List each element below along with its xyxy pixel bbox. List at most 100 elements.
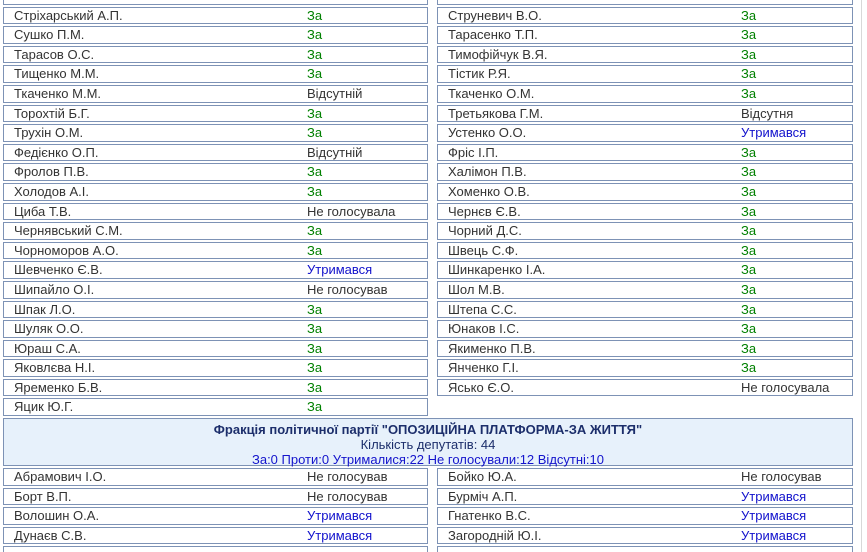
deputy-name: Чорний Д.С. <box>448 223 522 239</box>
vote-value: За <box>741 223 757 239</box>
deputy-name: Хоменко О.В. <box>448 183 530 199</box>
deputy-name: Бурміч А.П. <box>448 488 518 504</box>
vote-value: За <box>307 242 323 258</box>
deputy-name: Ткаченко О.М. <box>448 85 535 101</box>
clipped-row <box>3 0 428 5</box>
vote-value: За <box>741 183 757 199</box>
deputies-count: Кількість депутатів: 44 <box>360 437 496 453</box>
table-row: Сушко П.М. За <box>3 26 428 44</box>
vote-value: За <box>741 262 757 278</box>
table-row: Яковлєва Н.І. За <box>3 359 428 377</box>
table-row: Фріс І.П. За <box>437 143 853 162</box>
deputy-name: Янченко Г.І. <box>448 360 519 376</box>
deputy-name: Чернєв Є.В. <box>448 203 521 219</box>
table-row: Циба Т.В. Не голосувала <box>3 202 428 221</box>
deputy-name: Яременко Б.В. <box>14 379 103 395</box>
top-tables: Стріхарський А.П. За Сушко П.М. За Тарасов О… <box>3 0 853 418</box>
table-row: Загородній Ю.І. Утримався <box>437 526 853 545</box>
table-row: Чорноморов А.О. За <box>3 241 428 260</box>
table-row: Швець С.Ф. За <box>437 241 853 260</box>
deputy-name: Фролов П.В. <box>14 164 89 180</box>
table-row: Штепа С.С. За <box>437 300 853 319</box>
vote-value: За <box>741 27 757 43</box>
table-row: Бурміч А.П. Утримався <box>437 487 853 506</box>
deputy-name: Швець С.Ф. <box>448 242 519 258</box>
deputy-name: Трухін О.М. <box>14 125 84 141</box>
table-row: Тарасенко Т.П. За <box>437 26 853 44</box>
deputy-name: Тістик Р.Я. <box>448 66 511 82</box>
deputy-name: Шуляк О.О. <box>14 321 84 337</box>
table-row: Трухін О.М. За <box>3 124 428 142</box>
vote-value: За <box>307 105 323 121</box>
deputy-name: Тарасов О.С. <box>14 46 95 62</box>
table-row: Тарасов О.С. За <box>3 45 428 64</box>
vote-value: За <box>307 7 323 23</box>
deputy-name: Ясько Є.О. <box>448 379 515 395</box>
vote-table-right-2: Бойко Ю.А. Не голосував Бурміч А.П. Утримав… <box>437 468 853 552</box>
table-row: Тищенко М.М. За <box>3 65 428 83</box>
vote-value: За <box>307 360 323 376</box>
table-row: Янченко Г.І. За <box>437 359 853 377</box>
table-row: Струневич В.О. За <box>437 6 853 25</box>
vote-value: Утримався <box>741 508 807 524</box>
vote-value: Не голосував <box>307 488 388 504</box>
deputy-name: Стріхарський А.П. <box>14 7 123 23</box>
vote-value: За <box>307 379 323 395</box>
deputy-name: Сушко П.М. <box>14 27 85 43</box>
deputy-name: Шпак Л.О. <box>14 301 76 317</box>
vote-table-left-2: Абрамович І.О. Не голосував Борт В.П. Не го… <box>3 468 428 552</box>
vote-value: За <box>741 340 757 356</box>
table-row: Гнатенко В.С. Утримався <box>437 507 853 525</box>
table-row: Шол М.В. За <box>437 280 853 299</box>
faction-title: Фракція політичної партії "ОПОЗИЦІЙНА ПЛ… <box>213 422 643 438</box>
vote-value: За <box>307 125 323 141</box>
deputy-name: Шол М.В. <box>448 281 505 297</box>
vote-value: За <box>741 203 757 219</box>
table-row: Дунаєв С.В. Утримався <box>3 526 428 545</box>
vote-value: За <box>741 85 757 101</box>
vote-table-right: Струневич В.О. За Тарасенко Т.П. За Тимофійч… <box>437 0 853 418</box>
table-row: Стріхарський А.П. За <box>3 6 428 25</box>
outer-border-line <box>861 0 862 552</box>
vote-value: За <box>307 27 323 43</box>
deputy-name: Якименко П.В. <box>448 340 536 356</box>
table-row: Яременко Б.В. За <box>3 378 428 397</box>
vote-value: За <box>741 7 757 23</box>
deputy-name: Торохтій Б.Г. <box>14 105 90 121</box>
vote-value: Утримався <box>307 527 373 543</box>
deputy-name: Абрамович І.О. <box>14 469 107 485</box>
deputy-name: Третьякова Г.М. <box>448 105 544 121</box>
table-row: Ясько Є.О. Не голосувала <box>437 378 853 397</box>
deputy-name: Ткаченко М.М. <box>14 85 102 101</box>
vote-value: Відсутній <box>307 85 363 101</box>
vote-value: За <box>741 242 757 258</box>
vote-value: За <box>741 144 757 160</box>
table-row: Федієнко О.П. Відсутній <box>3 143 428 162</box>
vote-value: Відсутня <box>741 105 794 121</box>
table-row: Чорний Д.С. За <box>437 222 853 240</box>
table-row: Торохтій Б.Г. За <box>3 104 428 123</box>
deputy-name: Бойко Ю.А. <box>448 469 517 485</box>
deputy-name: Тимофійчук В.Я. <box>448 46 548 62</box>
vote-value: За <box>307 399 323 415</box>
deputy-name: Яцик Ю.Г. <box>14 399 74 415</box>
vote-value: За <box>741 281 757 297</box>
vote-value: Відсутній <box>307 144 363 160</box>
deputy-name: Струневич В.О. <box>448 7 542 23</box>
deputy-name: Шипайло О.І. <box>14 281 95 297</box>
table-row: Бойко Ю.А. Не голосував <box>437 468 853 486</box>
table-row: Шипайло О.І. Не голосував <box>3 280 428 299</box>
vote-value: Не голосував <box>307 281 388 297</box>
vote-value: Не голосувала <box>741 379 830 395</box>
table-row: Хоменко О.В. За <box>437 182 853 201</box>
vote-value: За <box>741 66 757 82</box>
deputy-name: Загородній Ю.І. <box>448 527 542 543</box>
vote-value: За <box>307 340 323 356</box>
table-row: Тимофійчук В.Я. За <box>437 45 853 64</box>
vote-table-left: Стріхарський А.П. За Сушко П.М. За Тарасов О… <box>3 0 428 418</box>
vote-value: За <box>307 223 323 239</box>
deputy-name: Шинкаренко І.А. <box>448 262 546 278</box>
table-row: Халімон П.В. За <box>437 163 853 181</box>
deputy-name: Циба Т.В. <box>14 203 72 219</box>
vote-value: За <box>307 66 323 82</box>
